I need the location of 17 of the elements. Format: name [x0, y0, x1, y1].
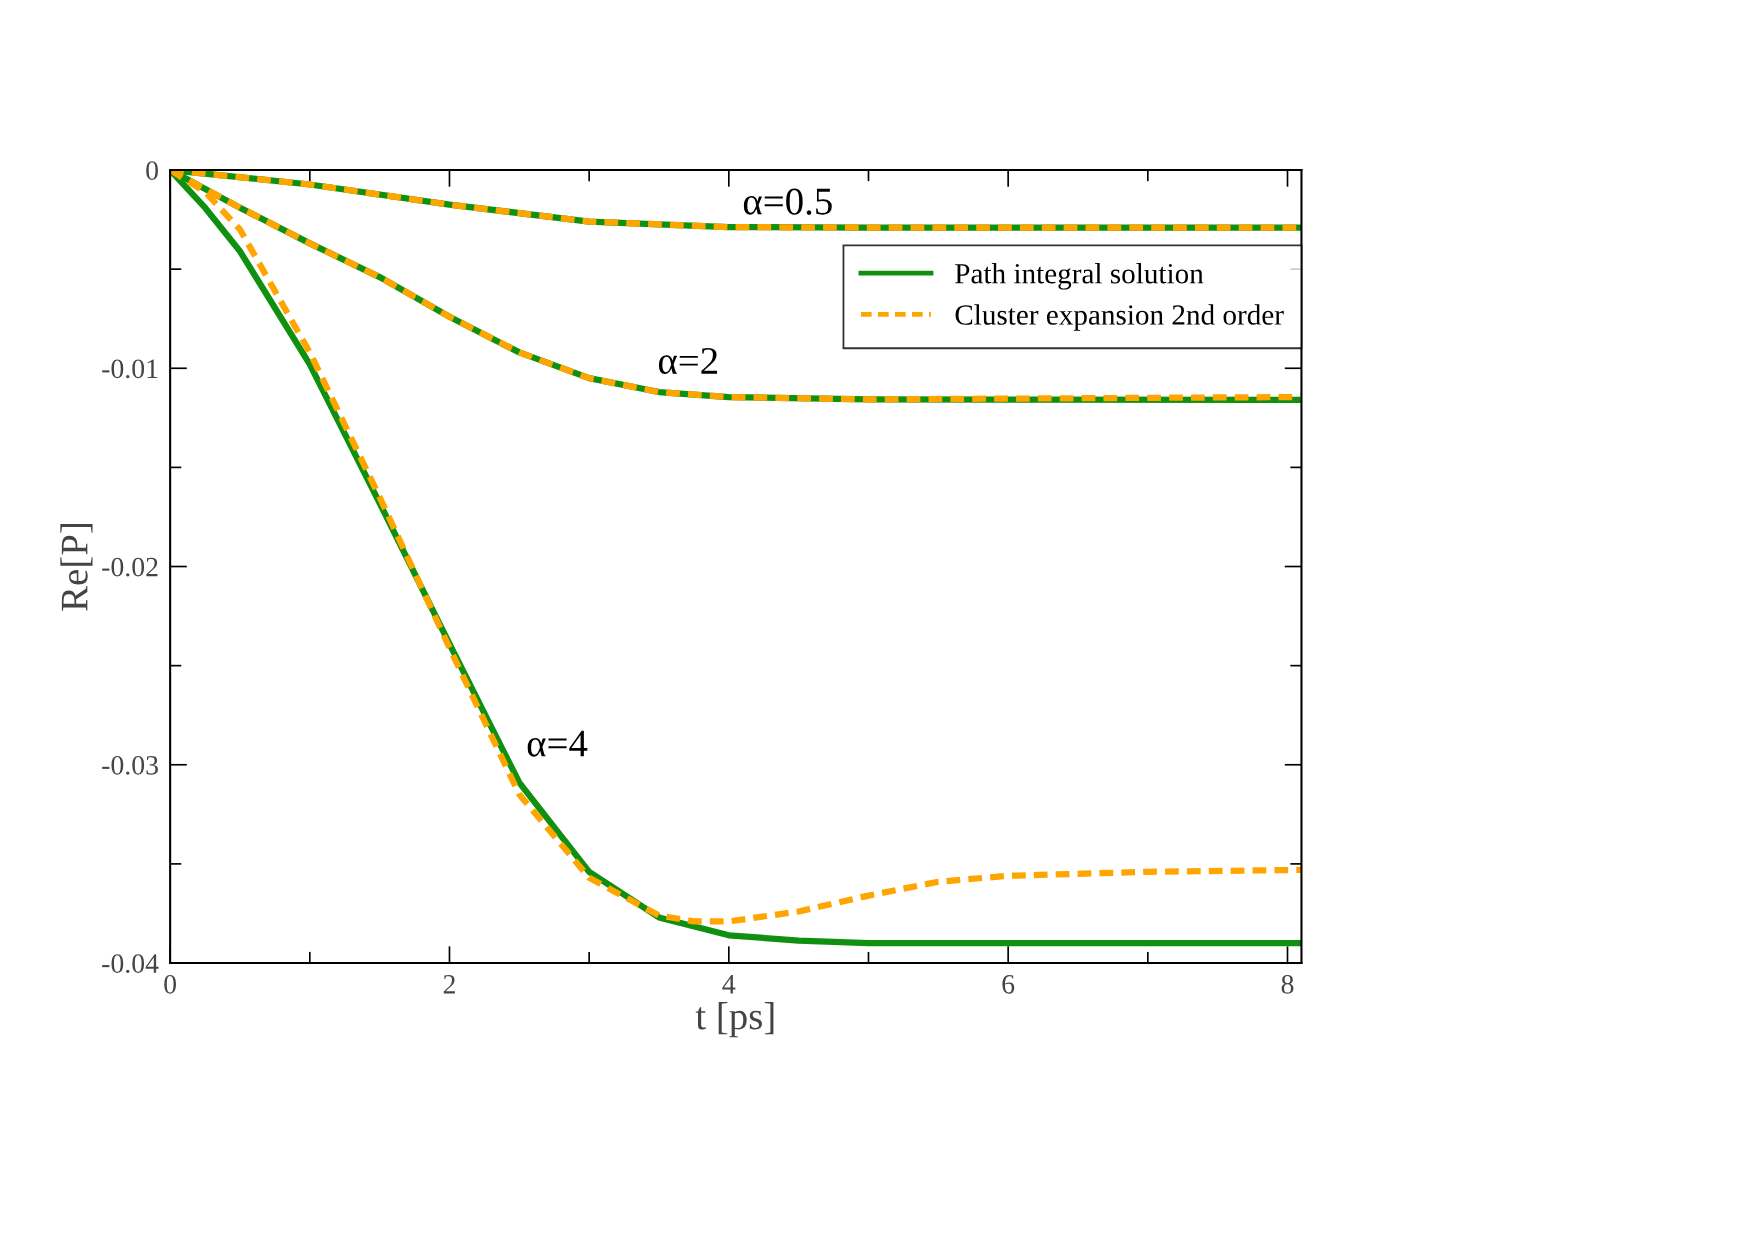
- x-tick-label: 2: [443, 975, 455, 994]
- legend-label: Path integral solution: [955, 263, 1204, 290]
- y-tick-label: -0.01: [102, 359, 158, 379]
- legend-label: Cluster expansion 2nd order: [955, 304, 1284, 331]
- x-tick-label: 0: [164, 974, 177, 994]
- y-tick-label: -0.03: [102, 755, 158, 775]
- x-tick-label: 8: [1281, 974, 1294, 994]
- y-tick-label: -0.02: [102, 557, 158, 577]
- x-tick-label: 4: [722, 975, 736, 994]
- annotation: α=2: [658, 347, 718, 375]
- y-axis-title: Re[P]: [60, 524, 93, 611]
- y-tick-label: 0: [146, 161, 158, 180]
- x-tick-label: 6: [1002, 975, 1015, 994]
- annotation: α=0.5: [743, 188, 832, 215]
- x-axis-title: t [ps]: [695, 1002, 774, 1038]
- annotation: α=4: [527, 730, 588, 757]
- y-tick-label: -0.04: [102, 954, 159, 974]
